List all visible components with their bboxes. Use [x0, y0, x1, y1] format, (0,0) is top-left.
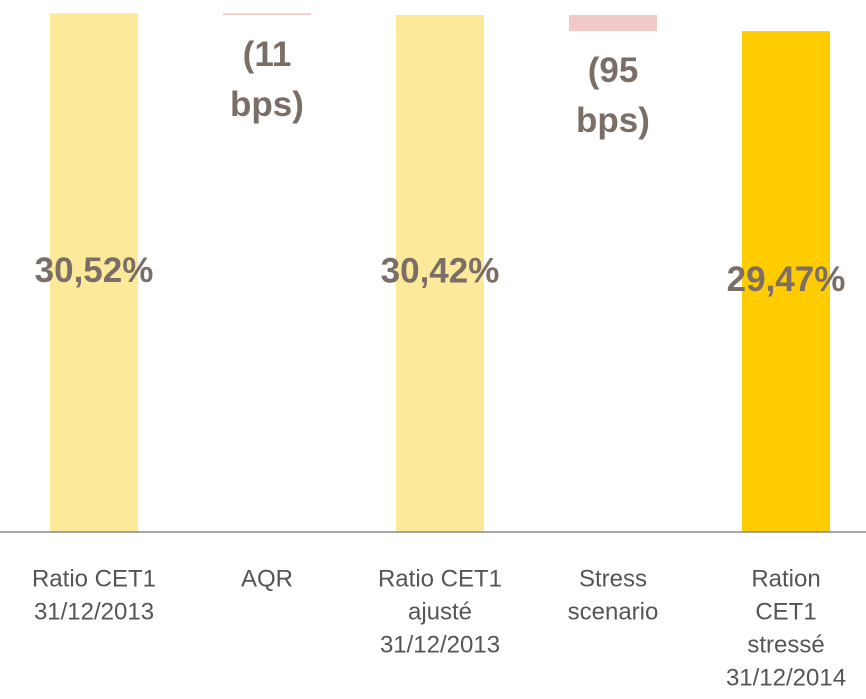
x-tick-label: scenario [568, 598, 659, 625]
bar [223, 13, 311, 16]
value-label-line: (11 [243, 35, 292, 74]
x-tick-label: ajusté [408, 598, 472, 625]
bar [396, 14, 484, 532]
value-label-line: (95 [588, 51, 639, 90]
value-label: (95 bps) [576, 51, 650, 140]
value-label: (11 bps) [230, 35, 304, 124]
value-label-line: bps) [230, 85, 304, 124]
bar [569, 14, 657, 32]
x-tick-label: Ration [751, 565, 820, 592]
value-label: 29,47% [727, 260, 846, 299]
x-tick-label: Ratio CET1 [378, 565, 502, 592]
value-label: 30,52% [35, 251, 154, 290]
x-tick-label: Stress [579, 565, 647, 592]
value-label-line: bps) [576, 101, 650, 140]
bar [742, 31, 830, 532]
x-tick-label: 31/12/2014 [726, 664, 846, 691]
bar [50, 13, 138, 533]
x-tick-label: Ratio CET1 [32, 565, 156, 592]
value-label: 30,42% [381, 252, 500, 291]
x-tick-label: AQR [241, 565, 293, 592]
x-tick-label: stressé [747, 631, 824, 658]
x-tick-label: CET1 [755, 598, 816, 625]
x-tick-label: 31/12/2013 [380, 631, 500, 658]
x-tick-label: 31/12/2013 [34, 598, 154, 625]
